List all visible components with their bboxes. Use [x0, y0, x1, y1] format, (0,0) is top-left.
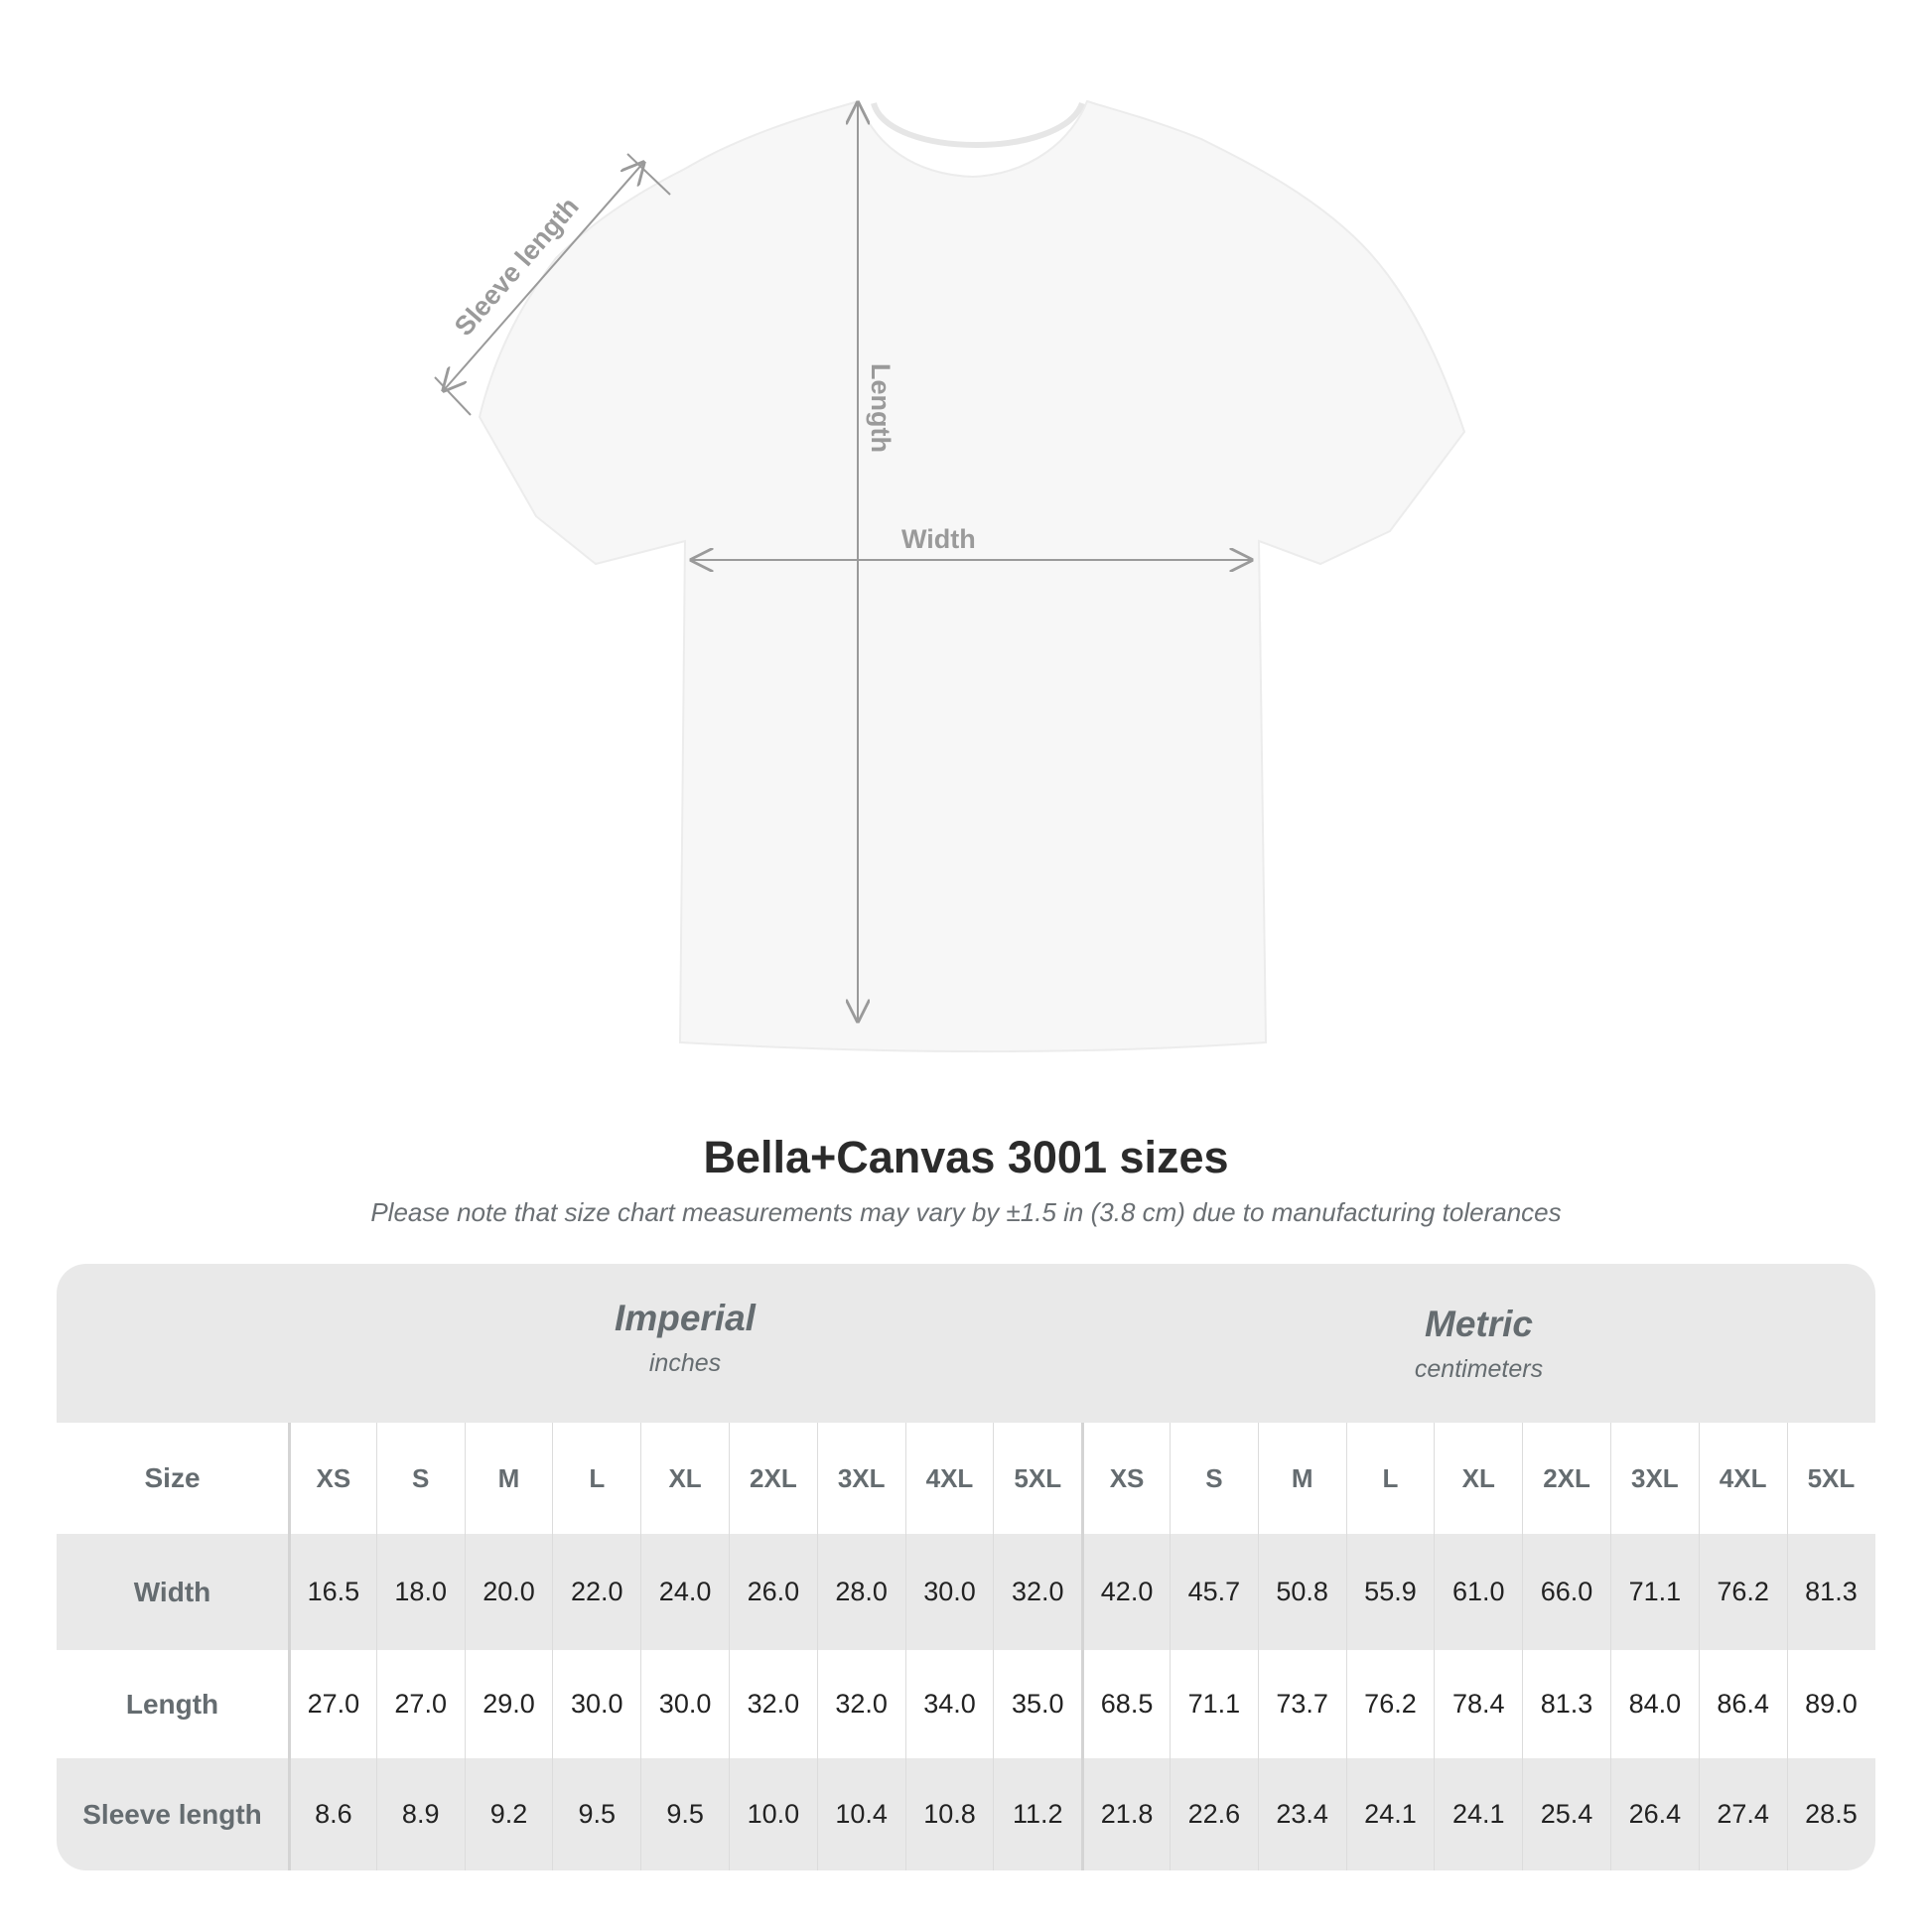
size-metric: 2XL [1522, 1423, 1610, 1534]
value-metric: 24.1 [1345, 1758, 1435, 1870]
size-imperial: XL [640, 1423, 729, 1534]
value-metric: 25.4 [1522, 1758, 1610, 1870]
length-label: Length [866, 363, 896, 453]
tolerance-note: Please note that size chart measurements… [370, 1197, 1562, 1227]
value-imperial: 8.9 [375, 1758, 465, 1870]
value-metric: 84.0 [1609, 1650, 1699, 1758]
value-metric: 81.3 [1786, 1534, 1875, 1650]
value-imperial: 27.0 [288, 1650, 376, 1758]
value-imperial: 9.5 [552, 1758, 640, 1870]
value-imperial: 16.5 [288, 1534, 376, 1650]
size-metric: 3XL [1609, 1423, 1699, 1534]
value-imperial: 11.2 [993, 1758, 1081, 1870]
value-metric: 68.5 [1081, 1650, 1170, 1758]
value-imperial: 9.5 [640, 1758, 729, 1870]
table-row: Length 27.0 27.0 29.0 30.0 30.0 32.0 32.0 34.0 35… [57, 1650, 1875, 1758]
value-imperial: 30.0 [552, 1650, 640, 1758]
size-metric: 5XL [1786, 1423, 1875, 1534]
value-metric: 55.9 [1345, 1534, 1435, 1650]
value-imperial: 27.0 [375, 1650, 465, 1758]
value-imperial: 10.8 [904, 1758, 994, 1870]
imperial-header: Imperial inches [288, 1298, 1082, 1378]
value-metric: 81.3 [1522, 1650, 1610, 1758]
value-metric: 86.4 [1698, 1650, 1787, 1758]
value-imperial: 30.0 [904, 1534, 994, 1650]
value-imperial: 34.0 [904, 1650, 994, 1758]
row-label: Width [133, 1576, 211, 1607]
row-label: Sleeve length [82, 1798, 262, 1830]
metric-header: Metric centimeters [1082, 1304, 1875, 1384]
value-metric: 50.8 [1257, 1534, 1346, 1650]
value-imperial: 28.0 [816, 1534, 905, 1650]
value-metric: 61.0 [1434, 1534, 1522, 1650]
value-metric: 66.0 [1522, 1534, 1610, 1650]
page-title: Bella+Canvas 3001 sizes [703, 1132, 1229, 1182]
value-metric: 22.6 [1169, 1758, 1258, 1870]
value-imperial: 18.0 [375, 1534, 465, 1650]
value-metric: 42.0 [1081, 1534, 1170, 1650]
row-label: Length [125, 1688, 219, 1720]
size-metric: 4XL [1698, 1423, 1787, 1534]
value-metric: 89.0 [1786, 1650, 1875, 1758]
imperial-title: Imperial [615, 1298, 756, 1338]
value-imperial: 24.0 [640, 1534, 729, 1650]
size-imperial: 5XL [993, 1423, 1081, 1534]
size-imperial: M [464, 1423, 553, 1534]
value-imperial: 9.2 [464, 1758, 553, 1870]
size-imperial: L [552, 1423, 640, 1534]
value-metric: 27.4 [1698, 1758, 1787, 1870]
value-metric: 24.1 [1434, 1758, 1522, 1870]
unit-header: Imperial inches Metric centimeters [57, 1264, 1875, 1423]
metric-title: Metric [1425, 1304, 1533, 1344]
tshirt-diagram: Sleeve length Length Width [434, 99, 1466, 1052]
value-metric: 71.1 [1609, 1534, 1699, 1650]
size-metric: XS [1081, 1423, 1170, 1534]
size-table: Imperial inches Metric centimeters Size X… [57, 1264, 1875, 1870]
value-imperial: 32.0 [816, 1650, 905, 1758]
value-metric: 21.8 [1081, 1758, 1170, 1870]
value-imperial: 10.4 [816, 1758, 905, 1870]
value-metric: 76.2 [1698, 1534, 1787, 1650]
row-label: Size [144, 1462, 201, 1493]
size-imperial: S [375, 1423, 465, 1534]
value-imperial: 32.0 [993, 1534, 1081, 1650]
value-metric: 71.1 [1169, 1650, 1258, 1758]
value-metric: 23.4 [1257, 1758, 1346, 1870]
value-metric: 45.7 [1169, 1534, 1258, 1650]
value-imperial: 26.0 [728, 1534, 817, 1650]
value-metric: 73.7 [1257, 1650, 1346, 1758]
value-imperial: 20.0 [464, 1534, 553, 1650]
width-label: Width [901, 524, 976, 554]
sleeve-arrow [444, 163, 643, 390]
value-imperial: 22.0 [552, 1534, 640, 1650]
size-metric: S [1169, 1423, 1258, 1534]
tshirt-shape [478, 99, 1466, 1052]
metric-unit: centimeters [1414, 1355, 1544, 1383]
size-metric: XL [1434, 1423, 1522, 1534]
value-metric: 28.5 [1786, 1758, 1875, 1870]
value-metric: 76.2 [1345, 1650, 1435, 1758]
size-imperial: 2XL [728, 1423, 817, 1534]
size-imperial: 3XL [816, 1423, 905, 1534]
table-row: Sleeve length 8.6 8.9 9.2 9.5 9.5 10.0 10.4 10.8… [57, 1758, 1875, 1870]
size-header-row: Size XS S M L XL 2XL 3XL 4XL 5XL XS S M L XL 2XL 3XL 4XL 5… [57, 1423, 1875, 1534]
value-imperial: 32.0 [728, 1650, 817, 1758]
size-imperial: 4XL [904, 1423, 994, 1534]
size-metric: L [1345, 1423, 1435, 1534]
value-imperial: 35.0 [993, 1650, 1081, 1758]
value-imperial: 30.0 [640, 1650, 729, 1758]
value-imperial: 10.0 [728, 1758, 817, 1870]
table-row: Width 16.5 18.0 20.0 22.0 24.0 26.0 28.0 30.0 32.… [57, 1534, 1875, 1650]
value-metric: 26.4 [1609, 1758, 1699, 1870]
imperial-unit: inches [648, 1349, 722, 1377]
value-metric: 78.4 [1434, 1650, 1522, 1758]
value-imperial: 29.0 [464, 1650, 553, 1758]
value-imperial: 8.6 [288, 1758, 376, 1870]
size-imperial: XS [288, 1423, 376, 1534]
size-metric: M [1257, 1423, 1346, 1534]
